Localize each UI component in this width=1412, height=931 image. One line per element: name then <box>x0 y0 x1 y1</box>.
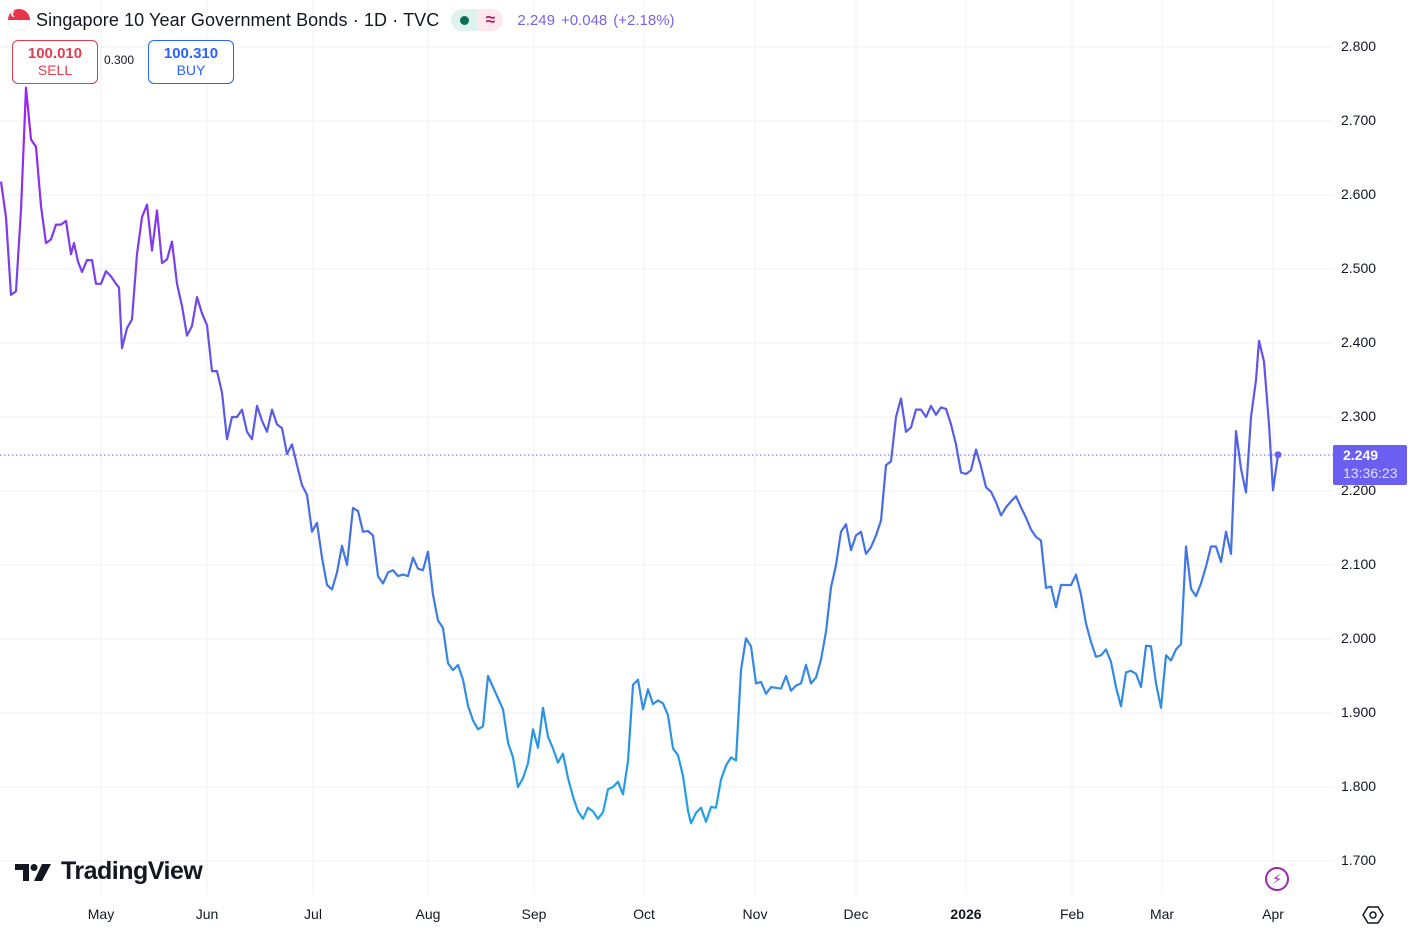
last-price: 2.249 <box>517 11 555 29</box>
price-axis-label: 2.200 <box>1341 482 1377 498</box>
time-axis-label: Apr <box>1262 906 1284 922</box>
time-axis-label: Feb <box>1059 906 1085 922</box>
last-price-tag: 2.249 13:36:23 <box>1333 445 1407 485</box>
price-change: +0.048 <box>560 11 608 29</box>
price-axis-label: 2.600 <box>1341 186 1377 202</box>
price-axis-label: 2.500 <box>1341 260 1377 276</box>
bar-countdown: 13:36:23 <box>1343 465 1398 481</box>
price-axis-label: 2.000 <box>1341 630 1377 646</box>
price-axis-label: 2.300 <box>1341 408 1377 424</box>
time-axis-label: Mar <box>1149 906 1175 922</box>
chart-header: Singapore 10 Year Government Bonds · 1D … <box>8 7 681 33</box>
price-change-pct: (+2.18%) <box>613 11 675 29</box>
singapore-flag-icon <box>8 9 30 31</box>
price-axis-label: 1.900 <box>1341 704 1377 720</box>
buy-price: 100.310 <box>163 45 219 62</box>
market-status-pill[interactable]: ≈ <box>451 9 504 31</box>
price-axis-label: 1.700 <box>1341 852 1377 868</box>
last-price-tag-value: 2.249 <box>1343 447 1379 463</box>
time-axis-label: Nov <box>742 906 768 922</box>
settings-icon[interactable] <box>1362 904 1384 926</box>
price-axis-label: 2.400 <box>1341 334 1377 350</box>
time-axis-label: May <box>87 906 115 922</box>
tradingview-logo[interactable]: TradingView <box>15 857 203 886</box>
symbol-title[interactable]: Singapore 10 Year Government Bonds · 1D … <box>36 9 440 30</box>
last-price-dot <box>1274 451 1282 459</box>
buy-label: BUY <box>176 62 206 78</box>
price-axis-label: 2.100 <box>1341 556 1377 572</box>
time-axis-label: Jul <box>304 906 322 922</box>
chart-grid <box>0 0 1333 895</box>
time-axis-label: Jun <box>195 906 219 922</box>
buy-button[interactable]: 100.310 BUY <box>148 40 234 84</box>
quote-summary: 2.249 +0.048 (+2.18%) <box>517 12 680 29</box>
spread-value: 0.300 <box>104 53 135 67</box>
sell-button[interactable]: 100.010 SELL <box>12 40 98 84</box>
price-axis-label: 1.800 <box>1341 778 1377 794</box>
time-axis-label: Sep <box>521 906 547 922</box>
market-open-dot-icon[interactable] <box>451 9 478 31</box>
sell-label: SELL <box>37 62 73 78</box>
tradingview-logo-icon <box>15 863 51 881</box>
delayed-data-icon[interactable]: ≈ <box>477 9 504 31</box>
time-axis-label: 2026 <box>950 906 982 922</box>
time-axis-label: Dec <box>843 906 869 922</box>
yield-line <box>0 86 1280 825</box>
tradingview-logo-text: TradingView <box>61 857 203 885</box>
sell-price: 100.010 <box>27 45 83 62</box>
price-axis-label: 2.700 <box>1341 112 1377 128</box>
price-axis-label: 2.800 <box>1341 38 1377 54</box>
time-axis-label: Oct <box>633 906 655 922</box>
lightning-icon[interactable]: ⚡ <box>1265 867 1289 891</box>
time-axis-label: Aug <box>415 906 441 922</box>
